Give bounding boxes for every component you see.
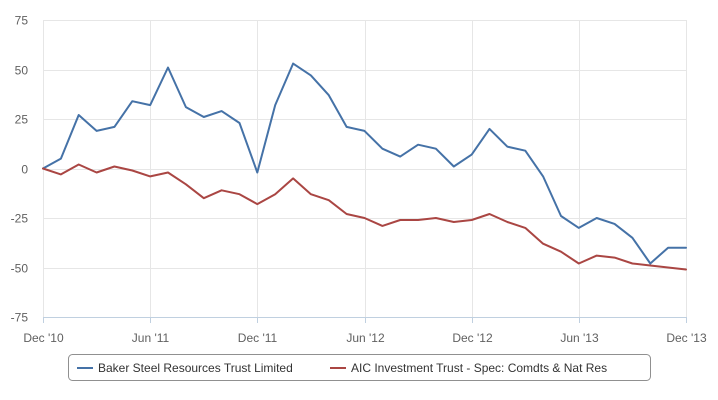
- axes: 75 50 25 0 -25 -50 -75 Dec '10 Jun '11 Dec '11 Jun…: [11, 14, 707, 346]
- legend-label-series-1[interactable]: Baker Steel Resources Trust Limited: [98, 361, 293, 375]
- x-tick-label: Dec '10: [23, 331, 64, 345]
- y-tick-label: 75: [15, 14, 29, 28]
- grid: [43, 20, 687, 318]
- x-tick-label: Dec '11: [238, 331, 278, 345]
- legend-box: [68, 354, 651, 381]
- y-tick-label: -25: [11, 212, 29, 226]
- series-group: [42, 62, 687, 271]
- y-tick-label: -75: [11, 311, 29, 325]
- x-tick-label: Dec '13: [666, 331, 707, 345]
- x-tick-label: Jun '12: [346, 331, 385, 345]
- y-tick-label: 50: [15, 64, 29, 78]
- y-tick-label: 25: [15, 113, 29, 127]
- y-tick-label: 0: [21, 163, 28, 177]
- x-tick-label: Jun '13: [560, 331, 599, 345]
- legend[interactable]: Baker Steel Resources Trust Limited AIC …: [68, 354, 651, 381]
- series-line-1: [42, 62, 687, 265]
- legend-label-series-2[interactable]: AIC Investment Trust - Spec: Comdts & Na…: [351, 361, 607, 375]
- x-tick-label: Dec '12: [452, 331, 493, 345]
- y-tick-label: -50: [11, 262, 29, 276]
- series-line-2: [42, 163, 687, 271]
- x-tick-label: Jun '11: [132, 331, 170, 345]
